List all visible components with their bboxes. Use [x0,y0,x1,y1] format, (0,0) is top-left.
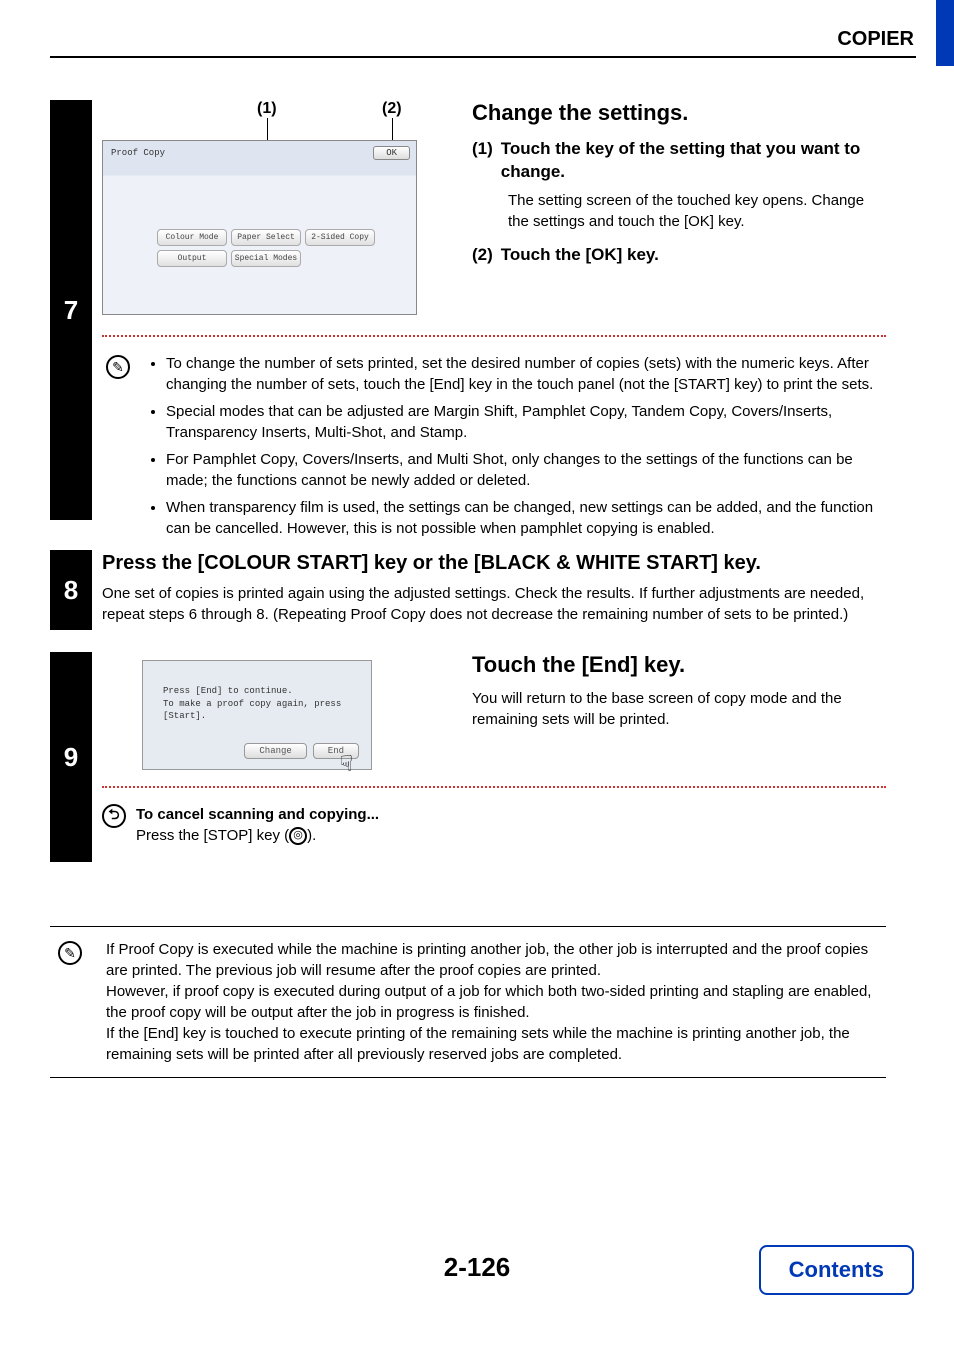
bottom-note: ✎ If Proof Copy is executed while the ma… [50,926,886,1078]
step-7-number: 7 [50,100,92,520]
screen9-line1: Press [End] to continue. [163,685,371,698]
special-modes-button[interactable]: Special Modes [231,250,301,267]
item-1-body: The setting screen of the touched key op… [508,190,886,232]
screen9-line2: To make a proof copy again, press [163,698,371,711]
ok-button[interactable]: OK [373,146,410,160]
stop-key-icon: ◎ [289,827,307,845]
header-rule [50,56,916,58]
step-8: 8 Press the [COLOUR START] key or the [B… [50,550,886,630]
note-item: To change the number of sets printed, se… [166,353,886,395]
pencil-note-icon: ✎ [106,355,130,379]
callout-1-label: (1) [257,100,277,118]
item-2-head: Touch the [OK] key. [501,244,659,267]
contents-button[interactable]: Contents [759,1245,914,1295]
cancel-body: Press the [STOP] key (◎). [136,825,379,846]
step-9-body: You will return to the base screen of co… [472,688,886,730]
step-7: 7 (1) (2) Proof Copy OK [50,100,886,545]
bottom-note-text: If Proof Copy is executed while the mach… [106,939,886,1065]
step-9-heading: Touch the [End] key. [472,652,886,678]
screen9-line3: [Start]. [163,710,371,723]
proof-copy-screen: Proof Copy OK Colour Mode Paper Select 2… [102,140,417,315]
hand-cursor-icon: ☟ [340,751,353,777]
item-2-num: (2) [472,244,493,267]
pencil-note-icon: ✎ [58,941,82,965]
note-item: When transparency film is used, the sett… [166,497,886,539]
step-8-body: One set of copies is printed again using… [102,583,886,625]
cancel-body-post: ). [307,827,316,844]
step-7-screen-wrap: (1) (2) Proof Copy OK Colour Mode Paper … [102,100,432,315]
note-item: For Pamphlet Copy, Covers/Inserts, and M… [166,449,886,491]
step-8-number: 8 [50,550,92,630]
item-1-head: Touch the key of the setting that you wa… [501,138,886,184]
step-8-heading: Press the [COLOUR START] key or the [BLA… [102,552,886,575]
screen-title: Proof Copy [111,148,165,158]
proof-copy-end-screen: Press [End] to continue. To make a proof… [142,660,372,770]
step-9-number: 9 [50,652,92,862]
cancel-heading: To cancel scanning and copying... [136,804,379,825]
right-accent-bar [936,0,954,66]
two-sided-copy-button[interactable]: 2-Sided Copy [305,229,375,246]
colour-mode-button[interactable]: Colour Mode [157,229,227,246]
step-7-note-list: To change the number of sets printed, se… [150,353,886,545]
callout-2-label: (2) [382,100,402,118]
paper-select-button[interactable]: Paper Select [231,229,301,246]
header-title: COPIER [837,28,914,51]
step-7-heading: Change the settings. [472,100,886,126]
back-arrow-icon: ⮌ [102,804,126,828]
cancel-body-pre: Press the [STOP] key ( [136,827,289,844]
note-item: Special modes that can be adjusted are M… [166,401,886,443]
change-button[interactable]: Change [244,743,306,759]
output-button[interactable]: Output [157,250,227,267]
step-9: 9 Press [End] to continue. To make a pro… [50,652,886,862]
item-1-num: (1) [472,138,493,184]
